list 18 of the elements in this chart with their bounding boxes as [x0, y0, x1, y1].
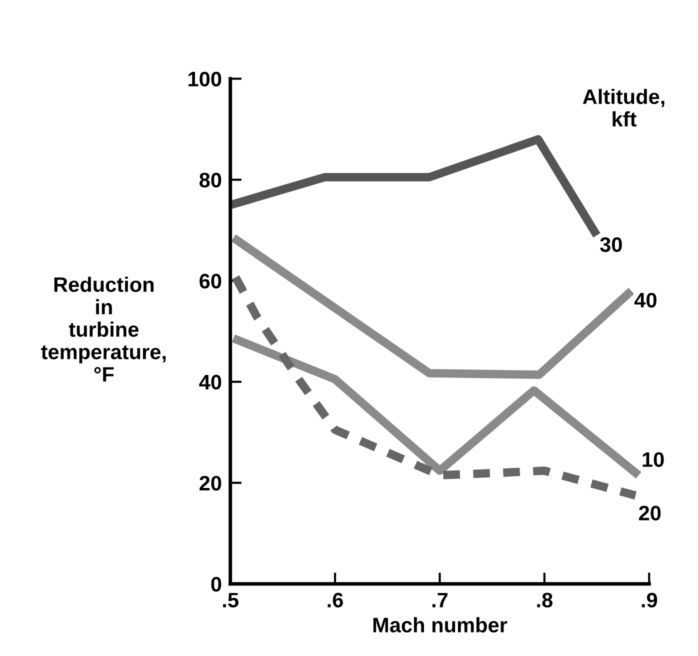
y-tick-label: 60 — [200, 274, 222, 289]
x-tick-label: .5 — [223, 592, 238, 608]
y-tick-label: 80 — [199, 172, 222, 188]
y-tick-label: 100 — [188, 72, 222, 86]
x-tick-label: .8 — [537, 592, 552, 608]
series-label: 40 — [634, 292, 656, 308]
y-tick-label: 20 — [200, 476, 222, 491]
legend-title: Altitude, kft — [582, 88, 664, 127]
y-axis-title: Reduction in turbine temperature, °F — [41, 276, 166, 382]
y-tick-label: 40 — [199, 374, 222, 390]
series-label: 20 — [639, 506, 661, 520]
series-label: 10 — [642, 452, 664, 467]
x-tick-label: .9 — [642, 592, 658, 608]
x-tick-label: .6 — [328, 592, 343, 608]
x-axis-title: Mach number — [373, 617, 508, 632]
series-label: 30 — [600, 237, 622, 252]
y-tick-label: 0 — [211, 576, 222, 592]
x-tick-label: .7 — [432, 592, 448, 608]
